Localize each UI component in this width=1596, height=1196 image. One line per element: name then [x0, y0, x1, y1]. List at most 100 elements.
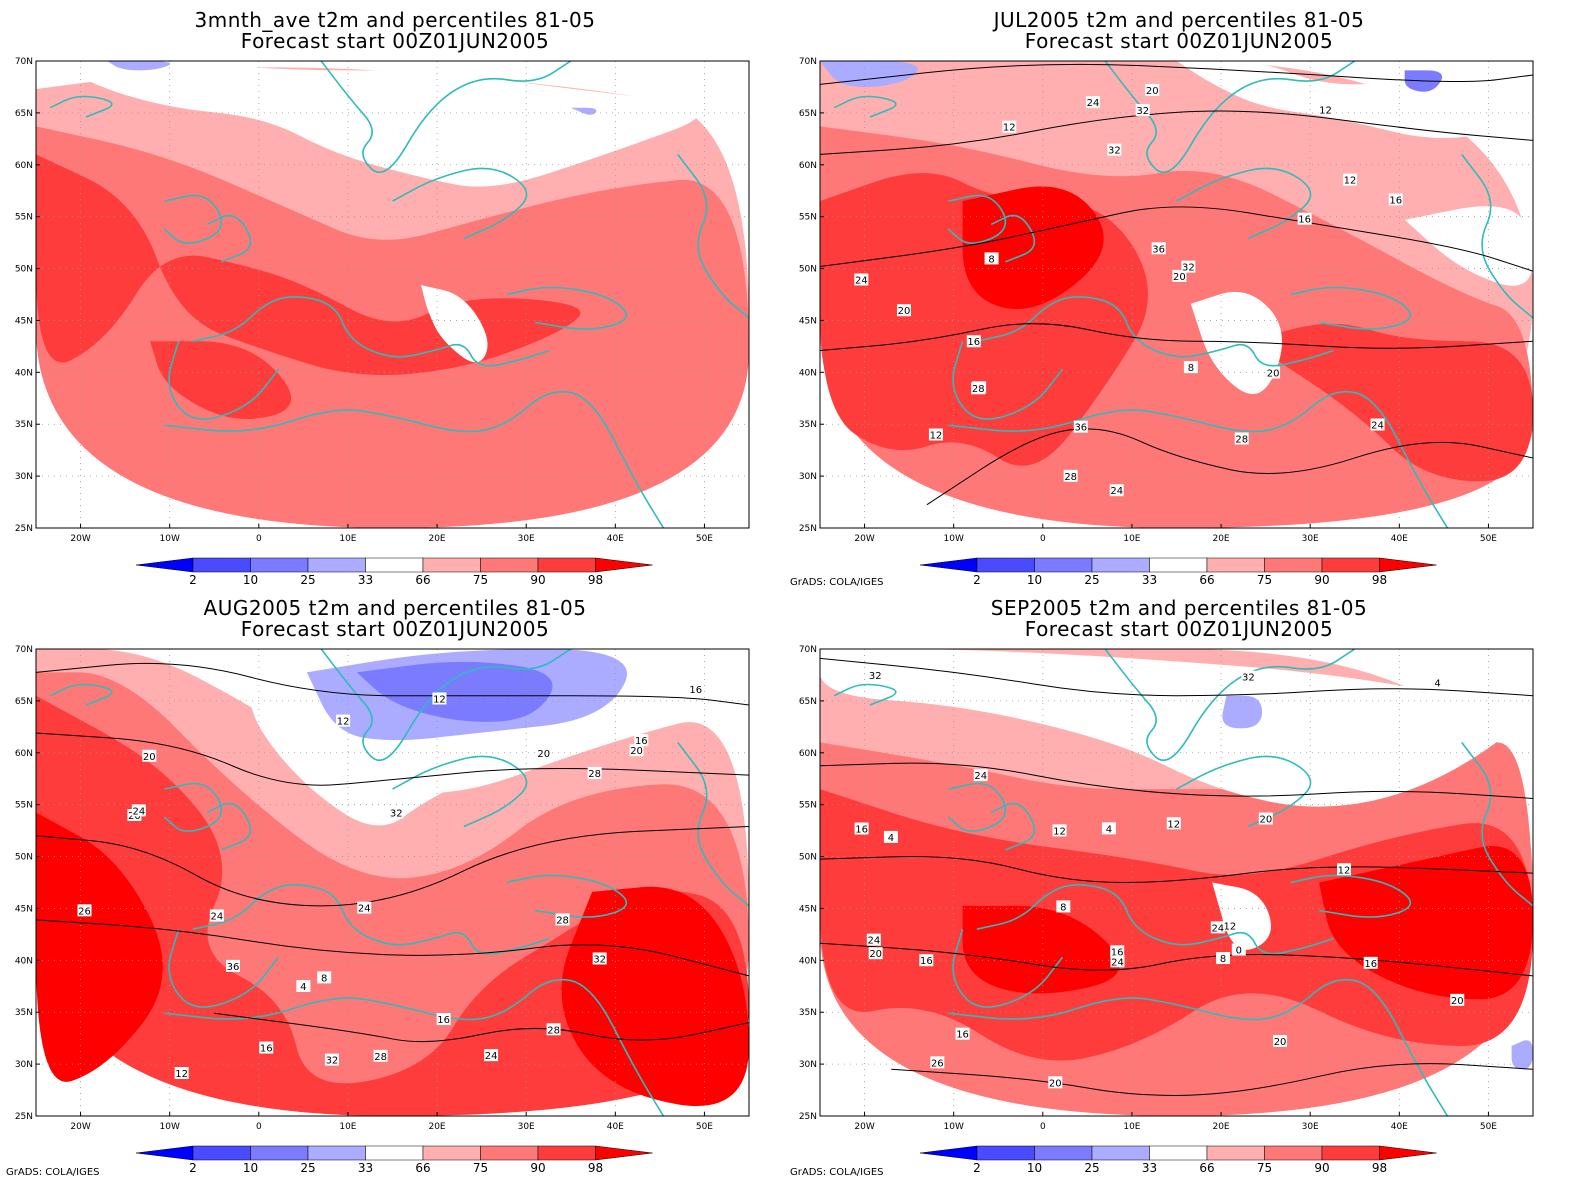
svg-text:12: 12: [337, 717, 350, 728]
contour-label: 28: [546, 1023, 561, 1036]
colorbar-arrow-left: [135, 1145, 194, 1161]
colorbar-segment: [307, 557, 366, 573]
colorbar-segment: [1321, 557, 1380, 573]
lat-label: 35N: [799, 420, 817, 430]
coastline: [168, 928, 280, 1008]
svg-text:12: 12: [1344, 176, 1357, 187]
lat-label: 25N: [799, 524, 817, 534]
panel-title: JUL2005 t2m and percentiles 81-05: [993, 8, 1365, 32]
contour-label: 36: [1073, 420, 1088, 434]
lat-label: 40N: [15, 368, 33, 378]
contour-label: 12: [1002, 120, 1017, 134]
colorbar: 2 10 25 33 66 75 90 98: [135, 557, 653, 587]
contour-label: 24: [131, 804, 146, 817]
colorbar-label: 66: [415, 573, 430, 587]
svg-text:32: 32: [869, 671, 882, 682]
contour-label: 20: [536, 747, 551, 760]
percentile-region: [1222, 695, 1263, 729]
contour-line: [820, 855, 1533, 884]
svg-text:16: 16: [689, 685, 702, 696]
contour-label: 20: [1172, 269, 1187, 283]
colorbar-label: 25: [1084, 1161, 1099, 1175]
contour-label: 16: [1388, 193, 1403, 206]
contour-line: [820, 323, 1533, 352]
svg-text:24: 24: [867, 936, 880, 947]
contour-line: [891, 1063, 1533, 1096]
coastline: [952, 928, 1064, 1008]
svg-text:20: 20: [143, 752, 156, 763]
svg-text:24: 24: [485, 1051, 498, 1062]
colorbar-label: 2: [189, 1161, 197, 1175]
colorbar-segment: [1091, 1145, 1150, 1161]
svg-text:12: 12: [1053, 826, 1066, 837]
colorbar-segment: [1264, 1145, 1323, 1161]
lon-label: 20W: [854, 1122, 874, 1132]
lon-label: 10E: [1123, 1122, 1140, 1132]
percentile-region: [1190, 291, 1283, 395]
lon-label: 10E: [339, 534, 356, 544]
panel-subtitle: Forecast start 00Z01JUN2005: [1024, 29, 1334, 53]
svg-text:28: 28: [588, 769, 601, 780]
coastline: [990, 214, 1036, 263]
contour-label: 28: [587, 766, 602, 780]
contour-line: [36, 732, 749, 786]
svg-text:4: 4: [888, 833, 894, 844]
svg-text:26: 26: [931, 1058, 944, 1069]
svg-text:8: 8: [988, 254, 994, 265]
contour-line: [36, 919, 749, 977]
percentile-region: [107, 61, 171, 71]
svg-text:20: 20: [1049, 1078, 1062, 1089]
colorbar-label: 2: [973, 573, 981, 587]
percentile-region: [570, 107, 597, 115]
coastline: [206, 802, 252, 851]
colorbar-label: 90: [530, 1161, 545, 1175]
colorbar-label: 10: [1027, 573, 1042, 587]
coastline: [1176, 755, 1312, 828]
contour-label: 12: [928, 428, 943, 441]
svg-text:16: 16: [855, 825, 868, 836]
lat-label: 50N: [799, 853, 817, 863]
coastline: [320, 649, 572, 761]
svg-text:4: 4: [1106, 824, 1112, 835]
svg-text:28: 28: [374, 1052, 387, 1063]
svg-text:20: 20: [537, 749, 550, 760]
contour-label: 20: [1450, 993, 1465, 1007]
contour-label: 24: [1109, 484, 1124, 497]
lat-label: 50N: [15, 265, 33, 275]
lat-label: 55N: [15, 801, 33, 811]
svg-text:20: 20: [869, 949, 882, 960]
colorbar-segment: [537, 1145, 596, 1161]
svg-text:36: 36: [227, 962, 240, 973]
lat-label: 40N: [799, 368, 817, 378]
svg-text:4: 4: [300, 982, 306, 993]
colorbar-label: 66: [1199, 1161, 1214, 1175]
contour-line: [820, 63, 1533, 85]
contour-label: 8: [317, 971, 332, 984]
lon-label: 20E: [1212, 1122, 1229, 1132]
contour-label: 32: [1135, 104, 1150, 117]
contour-label: 20: [1145, 83, 1160, 97]
contour-line: [820, 657, 1533, 697]
contour-label: 24: [1370, 418, 1385, 432]
svg-text:16: 16: [1364, 959, 1377, 970]
contour-label: 4: [1101, 822, 1116, 835]
lat-label: 40N: [15, 956, 33, 966]
colorbar-segment: [480, 1145, 539, 1161]
colorbar-segment: [422, 1145, 481, 1161]
coastline: [976, 296, 1334, 367]
svg-text:20: 20: [1274, 1037, 1287, 1048]
contour-label: 4: [296, 980, 311, 993]
shaded-field: 0 4 4 8 8 4 12 12 12 12 16 16 16 16 16 20 20 20 20 24 24 24 24…: [820, 649, 1533, 1116]
colorbar-segment: [1149, 1145, 1208, 1161]
coastline: [1461, 741, 1533, 907]
colorbar-segment: [1034, 1145, 1093, 1161]
colorbar-label: 75: [473, 1161, 488, 1175]
svg-text:28: 28: [547, 1025, 560, 1036]
colorbar-label: 10: [243, 1161, 258, 1175]
lon-label: 0: [1040, 534, 1046, 544]
contour-label: 32: [592, 952, 607, 965]
contour-label: 28: [1234, 432, 1249, 445]
colorbar-label: 10: [1027, 1161, 1042, 1175]
contour-line: [214, 1012, 749, 1043]
